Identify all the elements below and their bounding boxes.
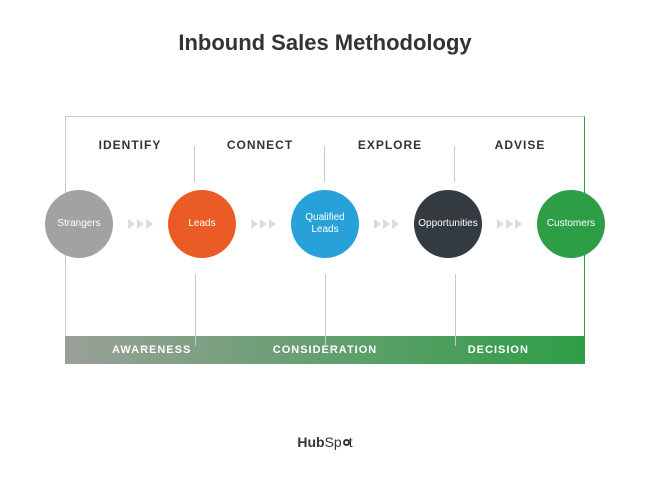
chevrons-icon (128, 219, 153, 229)
circle-label: Leads (188, 218, 215, 230)
circles-row: Strangers Leads Qualified Leads Opportun… (45, 184, 605, 264)
stage-label: EXPLORE (358, 138, 422, 152)
hubspot-logo: HubSpt (20, 434, 630, 450)
diagram-title: Inbound Sales Methodology (20, 30, 630, 56)
circle-label: Customers (547, 218, 595, 230)
stage-label: IDENTIFY (99, 138, 162, 152)
phase-label: AWARENESS (112, 344, 191, 356)
phase-consideration: CONSIDERATION (238, 336, 411, 364)
chevrons-icon (374, 219, 399, 229)
chevrons-icon (497, 219, 522, 229)
sprocket-icon (343, 439, 350, 446)
stage-identify: IDENTIFY (65, 136, 195, 154)
phase-decision: DECISION (412, 336, 585, 364)
stage-connect: CONNECT (195, 136, 325, 154)
phase-awareness: AWARENESS (65, 336, 238, 364)
logo-text-light: Sp (325, 434, 342, 450)
diagram-container: Inbound Sales Methodology IDENTIFY CONNE… (0, 0, 650, 501)
stages-row: IDENTIFY CONNECT EXPLORE ADVISE (65, 116, 585, 154)
phase-label: CONSIDERATION (273, 344, 377, 356)
phase-label: DECISION (468, 344, 529, 356)
stage-advise: ADVISE (455, 136, 585, 154)
diagram-body: IDENTIFY CONNECT EXPLORE ADVISE Stranger… (45, 116, 605, 364)
stage-label: CONNECT (227, 138, 293, 152)
circle-label: Opportunities (418, 218, 477, 230)
circle-label: Strangers (57, 218, 100, 230)
circle-leads: Leads (168, 190, 236, 258)
circle-qualified-leads: Qualified Leads (291, 190, 359, 258)
circle-customers: Customers (537, 190, 605, 258)
stage-explore: EXPLORE (325, 136, 455, 154)
circle-label: Qualified Leads (295, 212, 355, 236)
logo-text-bold: Hub (297, 434, 324, 450)
phases-bar: AWARENESS CONSIDERATION DECISION (65, 336, 585, 364)
stage-label: ADVISE (495, 138, 546, 152)
chevrons-icon (251, 219, 276, 229)
circle-opportunities: Opportunities (414, 190, 482, 258)
circle-strangers: Strangers (45, 190, 113, 258)
